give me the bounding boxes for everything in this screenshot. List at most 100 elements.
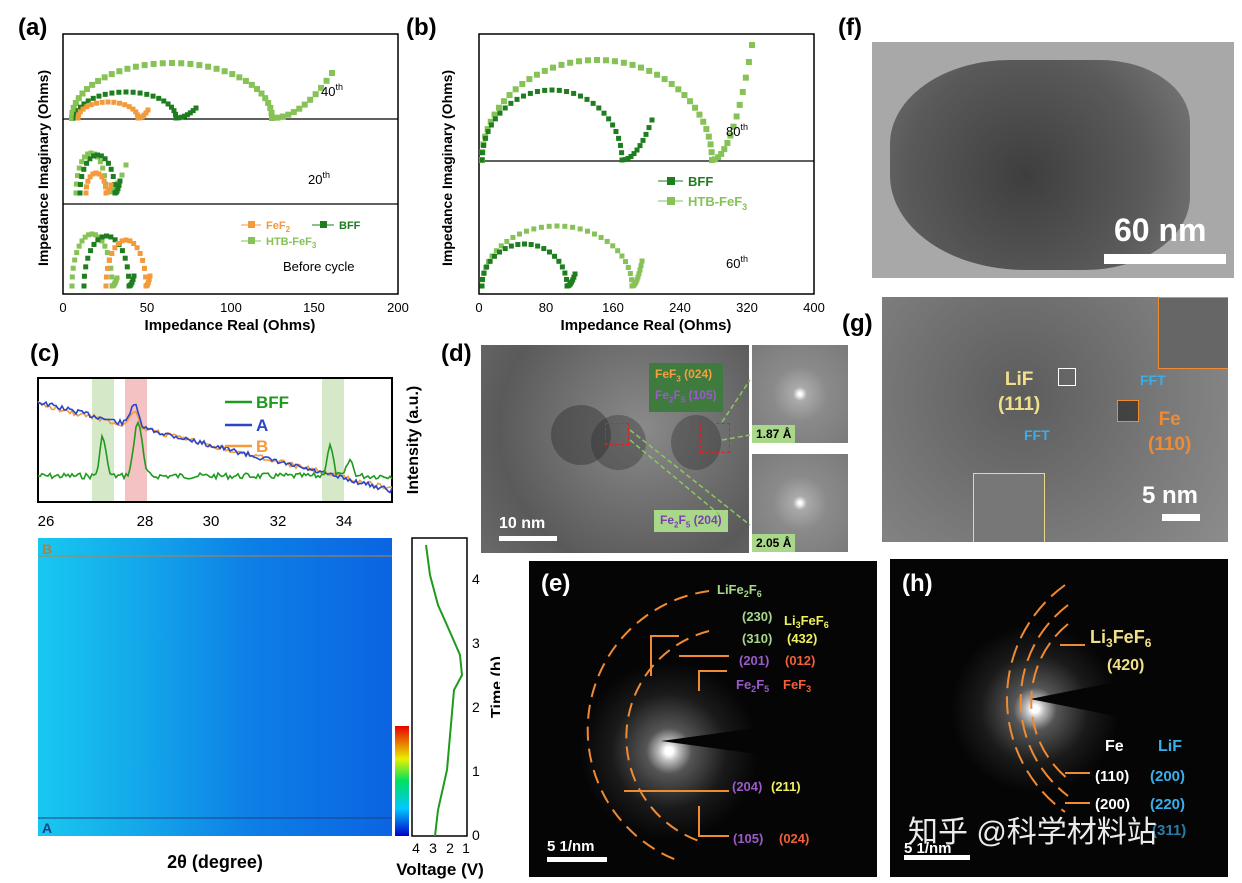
d-label-fe2f5-105: Fe2F5 (105) bbox=[655, 388, 717, 405]
eis-marker bbox=[79, 159, 85, 165]
eis-marker bbox=[131, 241, 137, 247]
eis-marker bbox=[267, 104, 274, 111]
eis-marker bbox=[116, 182, 122, 188]
eis-marker bbox=[76, 165, 82, 171]
eis-marker bbox=[571, 274, 577, 280]
eis-marker bbox=[111, 186, 117, 192]
panel-a-frame bbox=[62, 33, 399, 295]
eis-marker bbox=[634, 147, 640, 153]
eis-marker bbox=[500, 98, 507, 105]
eis-marker bbox=[161, 98, 167, 104]
e-scale-text: 5 1/nm bbox=[547, 838, 595, 855]
eis-marker bbox=[104, 233, 109, 239]
c-legend-bff: BFF bbox=[256, 393, 289, 412]
xrd-line-bff bbox=[37, 420, 393, 481]
panel-label-h: (h) bbox=[902, 570, 933, 597]
saed-image-e bbox=[529, 561, 877, 877]
h-lbl-lif: LiF bbox=[1158, 738, 1182, 755]
eis-marker bbox=[610, 243, 616, 249]
eis-marker bbox=[77, 190, 83, 196]
eis-marker bbox=[481, 270, 487, 276]
eis-marker bbox=[248, 81, 255, 88]
eis-marker bbox=[116, 100, 122, 106]
panel-b-frame bbox=[478, 33, 815, 295]
eis-marker bbox=[182, 113, 188, 119]
eis-marker bbox=[69, 115, 75, 121]
eis-marker bbox=[269, 115, 275, 121]
panel-a-ylabel: Impedance Imaginary (Ohms) bbox=[36, 70, 51, 266]
eis-marker bbox=[146, 277, 152, 283]
eis-marker bbox=[140, 257, 146, 263]
eis-marker bbox=[571, 90, 577, 96]
c-xtick-34: 34 bbox=[336, 513, 353, 530]
c-xtick-28: 28 bbox=[137, 513, 154, 530]
eis-marker bbox=[692, 104, 699, 111]
eis-marker bbox=[279, 113, 286, 120]
eis-marker bbox=[258, 90, 265, 97]
eis-marker bbox=[506, 92, 513, 99]
eis-marker bbox=[105, 265, 111, 271]
eis-marker bbox=[584, 57, 591, 64]
eis-marker bbox=[69, 274, 75, 280]
panel-label-b: (b) bbox=[406, 14, 437, 41]
panel-a-curves bbox=[69, 60, 335, 289]
e-annotations: (e) LiFe2F6 (230) Li3FeF6 (310) (432) (2… bbox=[541, 570, 829, 862]
eis-marker bbox=[126, 273, 132, 279]
eis-marker bbox=[124, 264, 130, 270]
eis-marker bbox=[88, 102, 94, 108]
eis-marker bbox=[123, 237, 129, 243]
d-scale-bar bbox=[499, 536, 557, 541]
volt-tick-2: 2 bbox=[446, 840, 454, 856]
eis-marker bbox=[533, 71, 540, 78]
eis-marker bbox=[176, 115, 182, 121]
eis-marker bbox=[117, 178, 123, 184]
e-diffraction-center bbox=[579, 661, 759, 841]
tem-particle-3 bbox=[671, 415, 721, 470]
h-ring-1 bbox=[1006, 584, 1066, 813]
eis-marker bbox=[515, 242, 521, 248]
fft-image-d1: 1.87 Å bbox=[752, 345, 848, 443]
eis-marker bbox=[512, 86, 519, 93]
eis-marker bbox=[718, 150, 725, 157]
voltage-frame bbox=[411, 537, 468, 837]
eis-marker bbox=[179, 114, 185, 120]
d-scale-text: 10 nm bbox=[499, 515, 546, 532]
eis-marker bbox=[675, 86, 682, 93]
eis-marker bbox=[504, 238, 510, 244]
eis-marker bbox=[69, 283, 75, 289]
eis-marker bbox=[495, 104, 502, 111]
eis-marker bbox=[108, 234, 114, 240]
eis-marker bbox=[112, 182, 118, 188]
eis-marker bbox=[110, 174, 116, 180]
eis-marker bbox=[563, 276, 569, 282]
time-ylabel: Time (h) bbox=[489, 656, 500, 718]
volt-tick-4: 4 bbox=[412, 840, 420, 856]
eis-marker bbox=[119, 172, 125, 178]
a-legend-htb: HTB-FeF3 bbox=[266, 236, 317, 250]
eis-marker bbox=[484, 264, 490, 270]
eis-marker bbox=[541, 67, 548, 74]
eis-marker bbox=[84, 160, 90, 166]
e-scale-bar bbox=[547, 857, 607, 862]
eis-marker bbox=[262, 95, 269, 102]
eis-marker bbox=[131, 273, 137, 279]
eis-marker bbox=[598, 234, 604, 240]
eis-marker bbox=[96, 171, 102, 177]
a-xtick-200: 200 bbox=[387, 300, 409, 315]
eis-marker bbox=[109, 274, 115, 280]
panel-c-xrd-chart: BFF A B Intensity (a.u.) 26 28 30 32 34 … bbox=[37, 377, 500, 879]
eis-marker bbox=[549, 64, 556, 71]
eis-marker bbox=[99, 234, 105, 240]
eis-marker bbox=[81, 273, 87, 279]
e-arrow-3 bbox=[698, 670, 727, 691]
eis-marker bbox=[137, 90, 143, 96]
eis-marker bbox=[147, 273, 153, 279]
b-xtick-320: 320 bbox=[736, 300, 758, 315]
tem-roi-2 bbox=[700, 423, 730, 453]
eis-marker bbox=[643, 131, 649, 137]
eis-marker bbox=[585, 228, 591, 234]
eis-marker bbox=[745, 59, 752, 66]
eis-marker bbox=[594, 57, 600, 63]
eis-marker bbox=[631, 151, 637, 157]
g-fft-inset-fe bbox=[1158, 297, 1228, 369]
